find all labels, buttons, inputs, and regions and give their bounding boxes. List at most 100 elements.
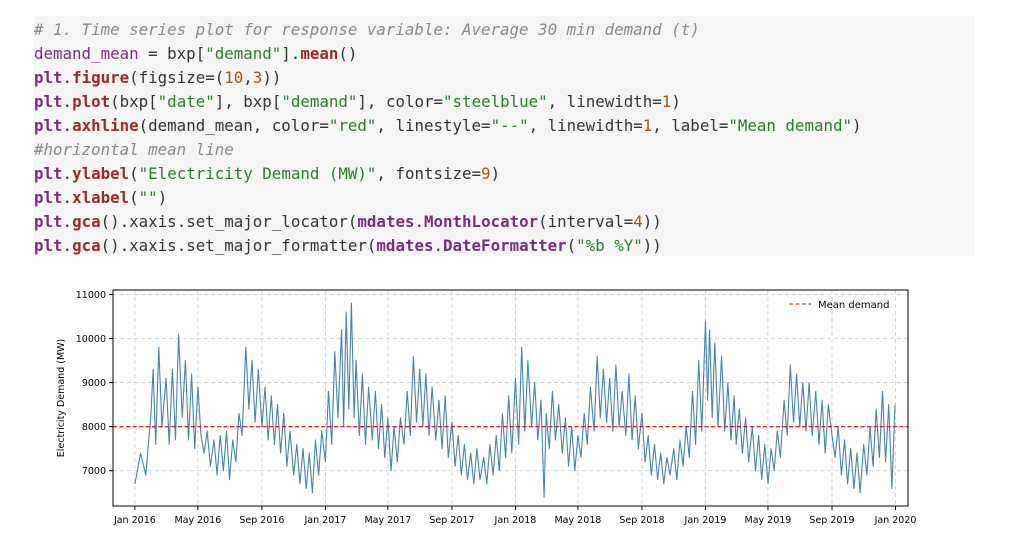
code-line: demand_mean = bxp["demand"].mean() (34, 42, 862, 66)
code-token: plt (34, 164, 63, 183)
code-token: "%b %Y" (576, 236, 643, 255)
code-token: , linestyle= (376, 116, 491, 135)
code-token: figure (72, 68, 130, 87)
plot-frame (112, 289, 909, 507)
code-token: () (338, 44, 358, 63)
code-cell[interactable]: # 1. Time series plot for response varia… (34, 16, 974, 256)
code-token: "Electricity Demand (MW)" (138, 164, 377, 183)
code-line: plt.axhline(demand_mean, color="red", li… (34, 114, 862, 138)
y-tick-label: 10000 (76, 334, 106, 345)
code-token: DateFormatter (443, 236, 567, 255)
x-tick-label: Jan 2017 (303, 515, 346, 526)
code-token: . (433, 236, 444, 255)
code-token: plt (34, 116, 63, 135)
code-token: ().xaxis.set_major_formatter( (100, 236, 377, 255)
x-tick-label: Jan 2018 (494, 515, 537, 526)
code-token: 9 (481, 164, 491, 183)
code-token: 10 (224, 68, 244, 87)
code-token: "steelblue" (443, 92, 548, 111)
code-token: plot (72, 92, 111, 111)
code-token: 1 (642, 116, 653, 135)
code-token: axhline (72, 116, 139, 135)
code-token: )) (642, 212, 662, 231)
code-line: # 1. Time series plot for response varia… (34, 18, 862, 42)
y-tick-label: 9000 (82, 378, 106, 389)
code-token: ], color= (357, 92, 444, 111)
code-token: "red" (328, 116, 377, 135)
code-token: . (62, 92, 73, 111)
code-token: plt (34, 188, 63, 207)
code-token: 1 (661, 92, 672, 111)
code-token: 4 (633, 212, 643, 231)
code-token: . (62, 236, 73, 255)
code-token: ().xaxis.set_major_locator( (100, 212, 358, 231)
code-token: ) (490, 164, 501, 183)
code-token: "demand" (205, 44, 282, 63)
code-token: , linewidth= (547, 92, 662, 111)
code-token: (demand_mean, color= (138, 116, 329, 135)
y-tick-label: 7000 (82, 466, 106, 477)
code-token: (interval= (538, 212, 634, 231)
code-token: (bxp[ (110, 92, 158, 111)
code-line: plt.gca().xaxis.set_major_formatter(mdat… (34, 234, 862, 258)
code-token: plt (34, 236, 63, 255)
code-line: plt.xlabel("") (34, 186, 862, 210)
x-tick-label: Sep 2017 (429, 515, 474, 526)
code-token: ) (157, 188, 168, 207)
code-token: mdates (376, 236, 434, 255)
code-token: gca (72, 212, 101, 231)
x-tick-label: May 2017 (364, 515, 411, 526)
code-token: . (414, 212, 424, 231)
code-token: . (62, 116, 73, 135)
code-token: #horizontal mean line (34, 140, 234, 159)
code-token: MonthLocator (424, 212, 539, 231)
code-token: ( (129, 188, 139, 207)
code-token: )) (642, 236, 662, 255)
code-line: #horizontal mean line (34, 138, 862, 162)
code-token: ( (129, 164, 139, 183)
code-line: plt.figure(figsize=(10,3)) (34, 66, 862, 90)
x-tick-label: May 2016 (174, 515, 221, 526)
x-tick-label: May 2018 (554, 515, 601, 526)
x-tick-label: Jan 2020 (874, 515, 917, 526)
code-token: "demand" (281, 92, 358, 111)
code-token: gca (72, 236, 101, 255)
code-token: 3 (252, 68, 263, 87)
code-token: . (62, 68, 73, 87)
code-token: ], bxp[ (214, 92, 282, 111)
legend-label-mean-demand: Mean demand (818, 300, 889, 311)
code-token: "date" (157, 92, 215, 111)
code-token: , linewidth= (528, 116, 643, 135)
y-axis-label: Electricity Demand (MW) (56, 339, 67, 458)
code-token: . (62, 212, 73, 231)
code-token: = bxp[ (138, 44, 206, 63)
code-line: plt.gca().xaxis.set_major_locator(mdates… (34, 210, 862, 234)
code-token: mean (300, 44, 339, 63)
x-tick-label: Jan 2019 (684, 515, 727, 526)
code-token: # 1. Time series plot for response varia… (34, 20, 700, 39)
x-tick-label: Sep 2019 (809, 515, 854, 526)
code-token: ( (566, 236, 577, 255)
code-token: "Mean demand" (728, 116, 852, 135)
code-token: "--" (490, 116, 529, 135)
code-token: (figsize=( (129, 68, 225, 87)
code-token: , label= (652, 116, 729, 135)
code-token: ]. (281, 44, 301, 63)
code-line: plt.ylabel("Electricity Demand (MW)", fo… (34, 162, 862, 186)
code-token: plt (34, 212, 63, 231)
y-tick-label: 11000 (76, 290, 106, 301)
code-token: mdates (357, 212, 415, 231)
x-tick-label: Sep 2018 (619, 515, 664, 526)
code-line: plt.plot(bxp["date"], bxp["demand"], col… (34, 90, 862, 114)
demand-series-line (134, 302, 896, 498)
code-token: )) (262, 68, 282, 87)
code-token: ) (852, 116, 862, 135)
x-tick-label: Sep 2016 (239, 515, 284, 526)
code-token: . (62, 188, 73, 207)
code-token: ) (671, 92, 681, 111)
code-token: . (62, 164, 73, 183)
y-tick-label: 8000 (82, 422, 106, 433)
code-token: , fontsize= (376, 164, 482, 183)
code-editor[interactable]: # 1. Time series plot for response varia… (34, 18, 862, 258)
x-tick-label: May 2019 (745, 515, 792, 526)
